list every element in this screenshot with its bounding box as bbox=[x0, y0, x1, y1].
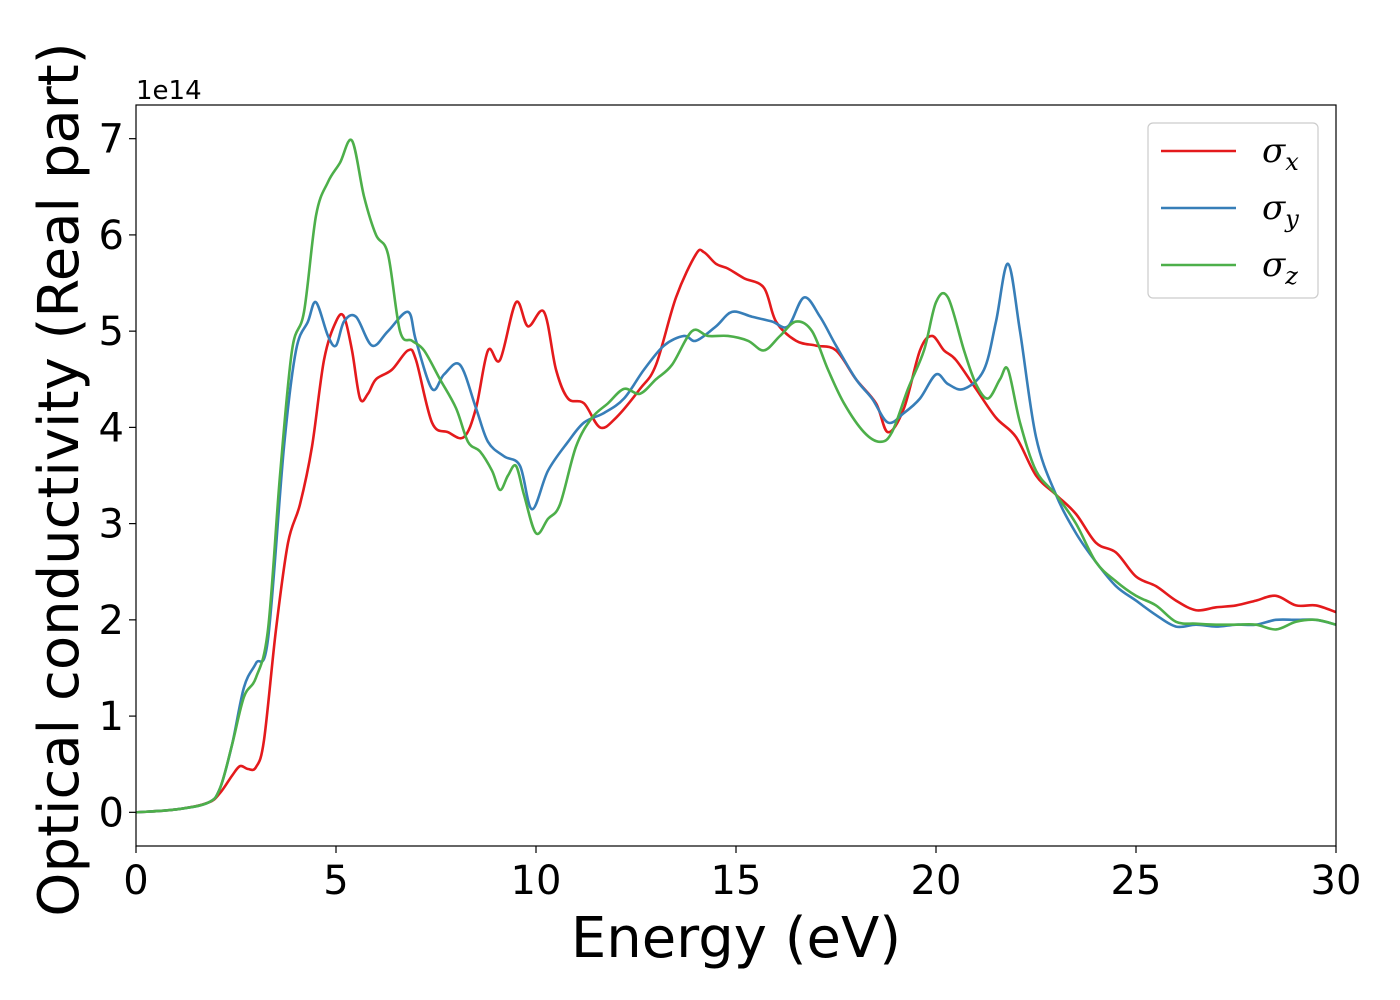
y-tick-label: 4 bbox=[99, 405, 124, 451]
x-tick-label: 20 bbox=[911, 858, 962, 904]
series-line-y bbox=[136, 262, 1336, 814]
y-tick-label: 3 bbox=[99, 502, 124, 548]
legend-box bbox=[1147, 122, 1319, 299]
x-tick-label: 25 bbox=[1111, 858, 1162, 904]
x-axis-ticks: 0 5 10 15 20 25 30 bbox=[123, 846, 1361, 904]
x-tick-label: 10 bbox=[511, 858, 562, 904]
legend-label-x: σx bbox=[1262, 131, 1299, 176]
y-tick-label: 7 bbox=[99, 117, 124, 163]
y-tick-label: 5 bbox=[99, 309, 124, 355]
legend-label-z: σz bbox=[1262, 245, 1298, 290]
y-axis-title: Optical conductivity (Real part) bbox=[27, 42, 92, 916]
series-line-x bbox=[136, 248, 1336, 814]
legend-label-y: σy bbox=[1262, 188, 1299, 233]
y-tick-label: 1 bbox=[99, 694, 124, 740]
series-layer bbox=[136, 138, 1336, 814]
y-tick-label: 0 bbox=[99, 790, 124, 836]
x-tick-label: 15 bbox=[711, 858, 762, 904]
x-axis-title: Energy (eV) bbox=[571, 906, 901, 971]
x-tick-label: 30 bbox=[1311, 858, 1362, 904]
y-tick-label: 6 bbox=[99, 213, 124, 259]
series-line-z bbox=[136, 138, 1336, 814]
y-axis-ticks: 0 1 2 3 4 5 6 7 bbox=[99, 117, 136, 836]
x-tick-label: 5 bbox=[323, 858, 348, 904]
legend: σx σy σz bbox=[1147, 122, 1319, 299]
y-tick-label: 2 bbox=[99, 598, 124, 644]
x-tick-label: 0 bbox=[123, 858, 148, 904]
y-offset-label: 1e14 bbox=[136, 76, 202, 106]
